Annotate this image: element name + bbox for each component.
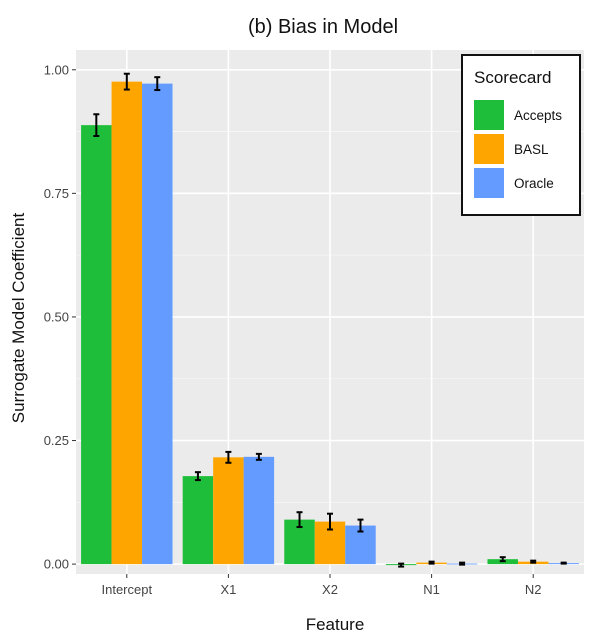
chart-title: (b) Bias in Model (248, 16, 398, 38)
x-tick-label: X1 (220, 582, 236, 597)
error-bar (530, 559, 537, 564)
error-bar (499, 556, 506, 563)
y-tick-label: 0.50 (44, 309, 69, 324)
error-bar (123, 72, 130, 91)
error-bar (560, 561, 567, 565)
error-bar (194, 471, 201, 482)
y-axis-title: Surrogate Model Coefficient (9, 213, 28, 424)
bar-basl-x1 (213, 457, 244, 565)
error-bar (255, 452, 262, 461)
x-tick-label: N2 (525, 582, 542, 597)
y-tick-label: 0.75 (44, 186, 69, 201)
error-bar (398, 562, 405, 568)
y-axis-ticks: 0.00 0.25 0.50 0.75 1.00 (44, 62, 76, 572)
error-bar (93, 113, 100, 138)
x-tick-label: Intercept (102, 582, 153, 597)
bar-accepts-intercept (81, 125, 112, 565)
x-tick-label: X2 (322, 582, 338, 597)
bar-oracle-intercept (142, 83, 173, 565)
legend: Scorecard Accepts BASL Oracle (461, 54, 581, 216)
y-tick-label: 0.00 (44, 557, 69, 572)
legend-swatch-oracle (474, 168, 504, 198)
error-bar (225, 450, 232, 464)
error-bar (357, 518, 364, 533)
x-axis-ticks: Intercept X1 X2 N1 N2 (102, 574, 542, 597)
error-bar (154, 76, 161, 92)
error-bar (428, 560, 435, 565)
error-bar (296, 511, 303, 529)
error-bars (93, 72, 567, 568)
bars (81, 81, 579, 566)
x-axis-title: Feature (306, 615, 365, 634)
bar-basl-intercept (111, 81, 143, 565)
bar-accepts-x1 (182, 476, 214, 565)
legend-items: Accepts BASL Oracle (474, 100, 562, 198)
legend-label-accepts: Accepts (514, 108, 562, 123)
error-bar (327, 512, 333, 531)
legend-swatch-accepts (474, 100, 504, 130)
legend-label-oracle: Oracle (514, 176, 554, 191)
legend-swatch-basl (474, 134, 504, 164)
legend-label-basl: BASL (514, 142, 549, 157)
legend-title: Scorecard (474, 68, 551, 87)
y-tick-label: 1.00 (44, 62, 69, 77)
y-tick-label: 0.25 (44, 433, 69, 448)
x-tick-label: N1 (423, 582, 440, 597)
bar-oracle-x1 (243, 456, 275, 565)
error-bar (459, 561, 466, 566)
